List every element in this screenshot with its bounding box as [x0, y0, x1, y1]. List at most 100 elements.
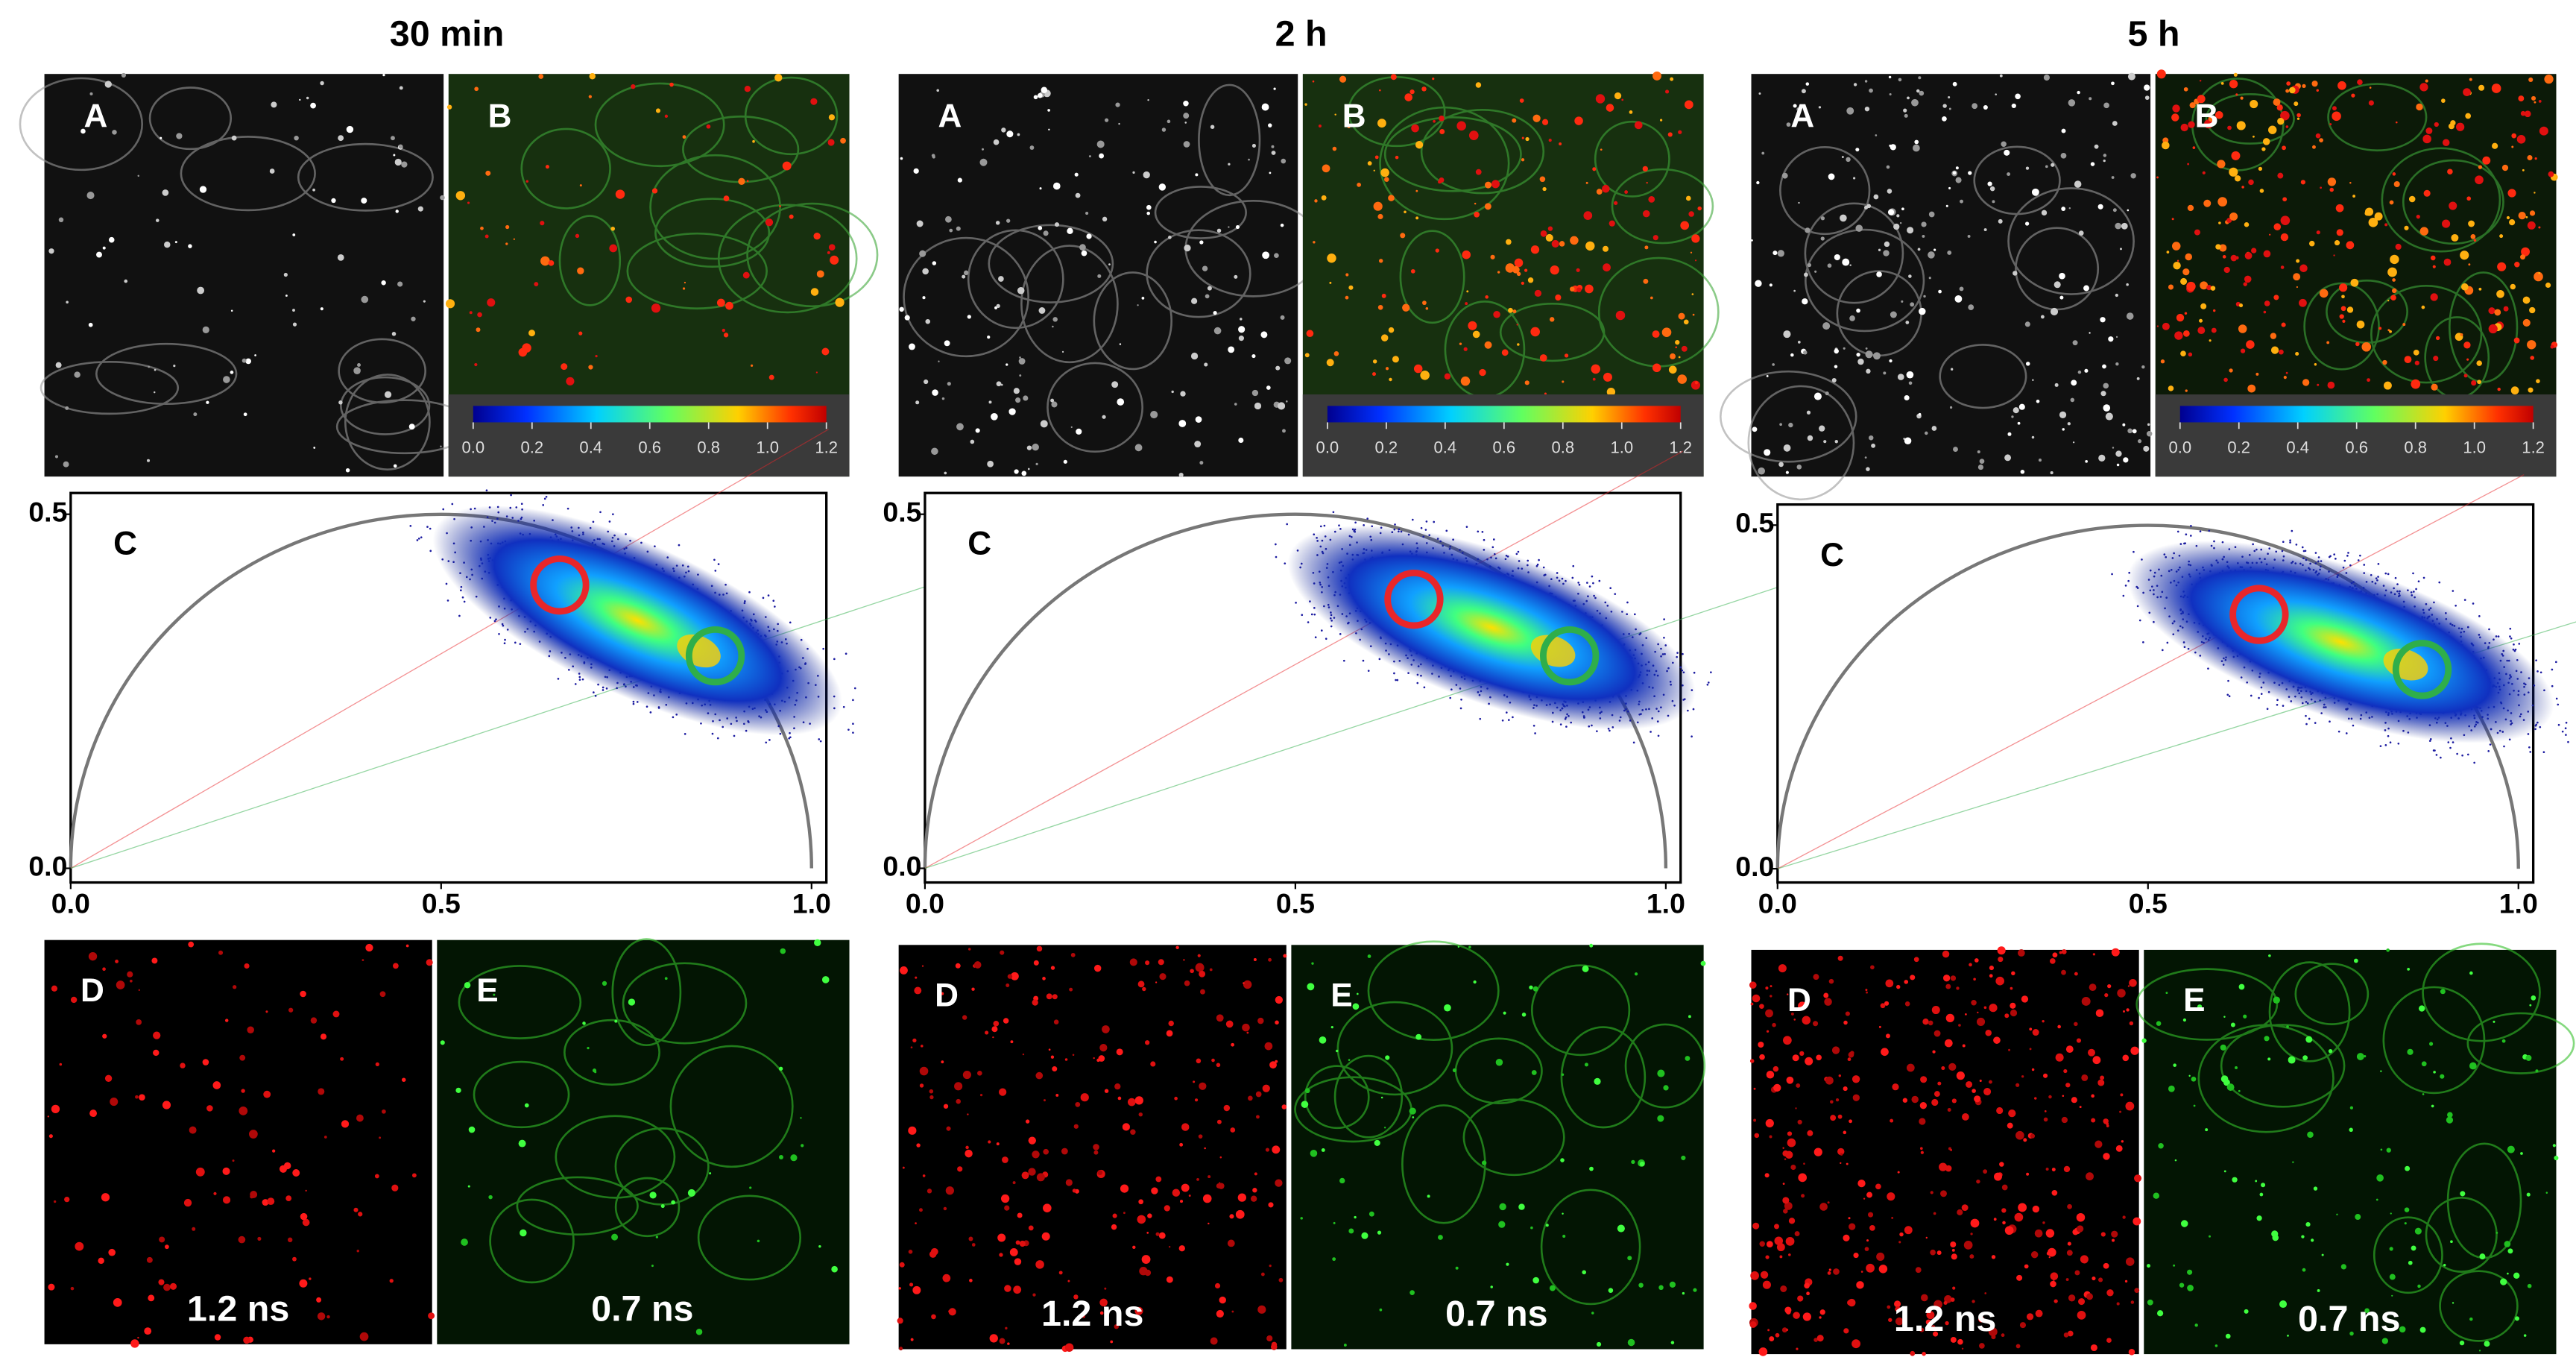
speckle — [1400, 233, 1406, 239]
speckle — [1329, 281, 1332, 284]
speckle — [2346, 306, 2354, 313]
speckle — [1923, 295, 1926, 298]
speckle — [1819, 425, 1825, 432]
phasor-point — [1342, 659, 1345, 662]
speckle — [1828, 173, 1835, 180]
speckle — [1652, 363, 1661, 373]
phasor-point — [1460, 698, 1462, 701]
speckle — [996, 381, 1002, 387]
speckle — [932, 261, 937, 265]
speckle — [1046, 993, 1052, 1000]
speckle — [725, 301, 733, 310]
speckle — [1631, 1159, 1635, 1165]
speckle — [821, 976, 830, 983]
speckle — [1067, 227, 1073, 234]
speckle — [999, 1253, 1003, 1257]
speckle — [2327, 177, 2337, 186]
speckle — [1166, 1030, 1173, 1037]
speckle — [1039, 187, 1042, 190]
phasor-point — [2513, 643, 2515, 646]
speckle — [2317, 383, 2320, 386]
speckle — [2182, 330, 2190, 337]
phasor-point — [445, 582, 448, 585]
speckle — [474, 86, 479, 92]
speckle — [393, 154, 396, 157]
phasor-point — [852, 699, 854, 702]
speckle — [1438, 180, 1442, 184]
image-e — [437, 939, 850, 1344]
speckle — [361, 198, 367, 204]
speckle — [1032, 1293, 1036, 1297]
speckle — [2240, 96, 2244, 100]
cell-outline — [516, 1176, 639, 1236]
speckle — [2416, 103, 2423, 111]
speckle — [1888, 75, 1892, 79]
speckle — [1052, 325, 1054, 328]
speckle — [2522, 169, 2525, 171]
speckle — [2282, 197, 2288, 202]
speckle — [1348, 1228, 1354, 1234]
speckle — [1690, 251, 1693, 254]
phasor-point — [2555, 661, 2557, 664]
speckle — [1204, 362, 1208, 367]
speckle — [2053, 281, 2061, 289]
speckle — [941, 1060, 944, 1064]
speckle — [1093, 1150, 1099, 1155]
speckle — [2103, 383, 2109, 389]
speckle — [2229, 79, 2238, 89]
speckle — [239, 1106, 248, 1115]
x-tick-label: 0.5 — [422, 887, 461, 919]
phasor-point — [542, 504, 545, 506]
phasor-point — [2449, 746, 2452, 749]
speckle — [1210, 1337, 1218, 1345]
speckle — [1171, 390, 1174, 394]
speckle — [578, 331, 583, 336]
colorbar-tick-label: 0.8 — [697, 438, 720, 457]
speckle — [299, 1279, 308, 1288]
speckle — [1903, 108, 1907, 113]
speckle — [1065, 1179, 1073, 1186]
speckle — [359, 1332, 369, 1341]
speckle — [2534, 157, 2537, 160]
speckle — [285, 295, 288, 297]
speckle — [1583, 211, 1593, 220]
speckle — [1043, 1203, 1052, 1212]
speckle — [1766, 374, 1769, 377]
speckle — [1694, 381, 1699, 385]
speckle — [1857, 358, 1864, 365]
colorbar-tick-label: 0.4 — [2286, 438, 2309, 457]
speckle — [1028, 1168, 1036, 1176]
speckle — [223, 376, 230, 383]
phasor-point — [599, 511, 602, 514]
speckle — [1841, 156, 1844, 158]
speckle — [2184, 312, 2188, 315]
phasor-point — [1325, 638, 1328, 640]
speckle — [1697, 206, 1702, 211]
speckle — [924, 379, 929, 385]
speckle — [929, 1095, 934, 1100]
phasor-point — [2435, 754, 2438, 756]
speckle — [2119, 248, 2122, 251]
phasor-point — [608, 520, 611, 523]
speckle — [995, 221, 1000, 225]
phasor-point — [1505, 711, 1508, 714]
cell-outline — [148, 86, 233, 151]
speckle — [1928, 277, 1931, 280]
speckle — [2259, 189, 2264, 193]
speckle — [2160, 359, 2165, 364]
speckle — [238, 1235, 246, 1244]
speckle — [1907, 227, 1914, 234]
speckle — [2270, 333, 2277, 339]
speckle — [1388, 195, 1395, 201]
speckle — [2319, 138, 2323, 142]
speckle — [1544, 392, 1547, 395]
phasor-point — [409, 524, 412, 527]
speckle — [1657, 1115, 1664, 1122]
speckle — [1278, 402, 1286, 410]
speckle — [309, 1277, 312, 1280]
speckle — [2209, 339, 2212, 342]
speckle — [2434, 122, 2439, 128]
speckle — [1866, 368, 1871, 374]
speckle — [1327, 254, 1336, 263]
speckle — [524, 1103, 529, 1108]
